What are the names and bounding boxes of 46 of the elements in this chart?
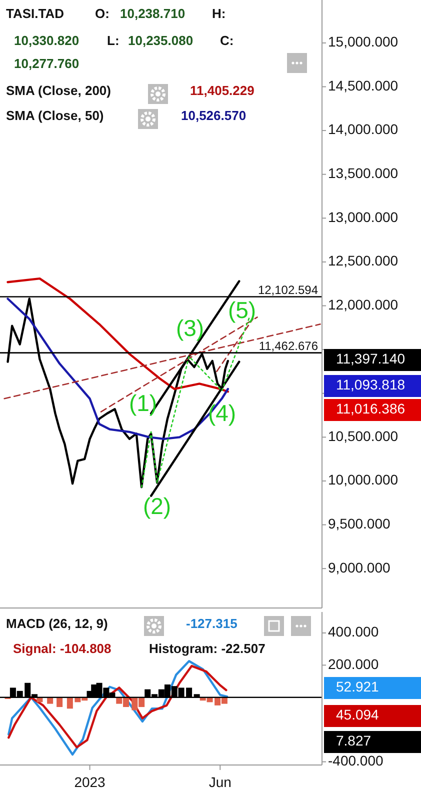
x-tick-label: Jun [208, 774, 232, 790]
text: 11,016.386 [336, 400, 406, 417]
annotation: 10,277.760 [14, 56, 80, 71]
y-tick-label: 10,500.000 [328, 428, 398, 444]
y-tick-label: 14,000.000 [328, 121, 398, 138]
annotation: (5) [228, 297, 256, 324]
x-tick-label: 2023 [74, 774, 106, 790]
annotation: C: [220, 33, 234, 48]
annotation: (2) [142, 493, 172, 520]
y-tick-label: -400.000 [328, 752, 384, 768]
text: 11,093.818 [336, 376, 406, 393]
annotation: TASI.TAD [6, 6, 64, 21]
y-tick-label: 9,500.000 [328, 515, 390, 532]
annotation: (3) [176, 315, 204, 342]
text: 45.094 [336, 706, 380, 723]
annotation: H: [212, 6, 226, 21]
y-tick-label: 14,500.000 [328, 77, 398, 94]
annotation: -127.315 [186, 616, 238, 631]
annotation: O: [95, 6, 110, 21]
annotation: L: [107, 33, 120, 48]
y-tick-label: 400.000 [328, 624, 379, 640]
annotation: 11,405.229 [190, 83, 254, 98]
annotation: Signal: -104.808 [13, 641, 112, 656]
text: 52.921 [336, 678, 380, 695]
annotation: 10,526.570 [181, 108, 246, 123]
y-tick-label: 12,500.000 [328, 252, 398, 269]
annotation: MACD (26, 12, 9) [6, 616, 108, 631]
annotation: Histogram: -22.507 [149, 641, 266, 656]
y-tick-label: 12,000.000 [328, 296, 398, 312]
annotation: (1) [128, 390, 158, 416]
y-tick-label: 13,500.000 [328, 165, 398, 182]
y-tick-label: 10,000.000 [328, 472, 398, 488]
annotation: 10,330.820 [14, 33, 80, 48]
y-tick-label: 15,000.000 [328, 34, 398, 50]
annotation: 10,235.080 [128, 33, 194, 48]
y-tick-label: 13,000.000 [328, 208, 398, 225]
annotation: 10,238.710 [120, 6, 186, 21]
text: 11,397.140 [336, 350, 406, 367]
y-tick-label: 9,000.000 [328, 559, 390, 576]
annotation: (4) [208, 400, 236, 426]
annotation: SMA (Close, 200) [6, 83, 111, 98]
text: 7.827 [336, 732, 372, 749]
ref-line-label: 11,462.676 [258, 338, 318, 353]
annotation: SMA (Close, 50) [6, 108, 104, 123]
ref-line-label: 12,102.594 [258, 282, 318, 297]
y-tick-label: 200.000 [328, 656, 379, 672]
